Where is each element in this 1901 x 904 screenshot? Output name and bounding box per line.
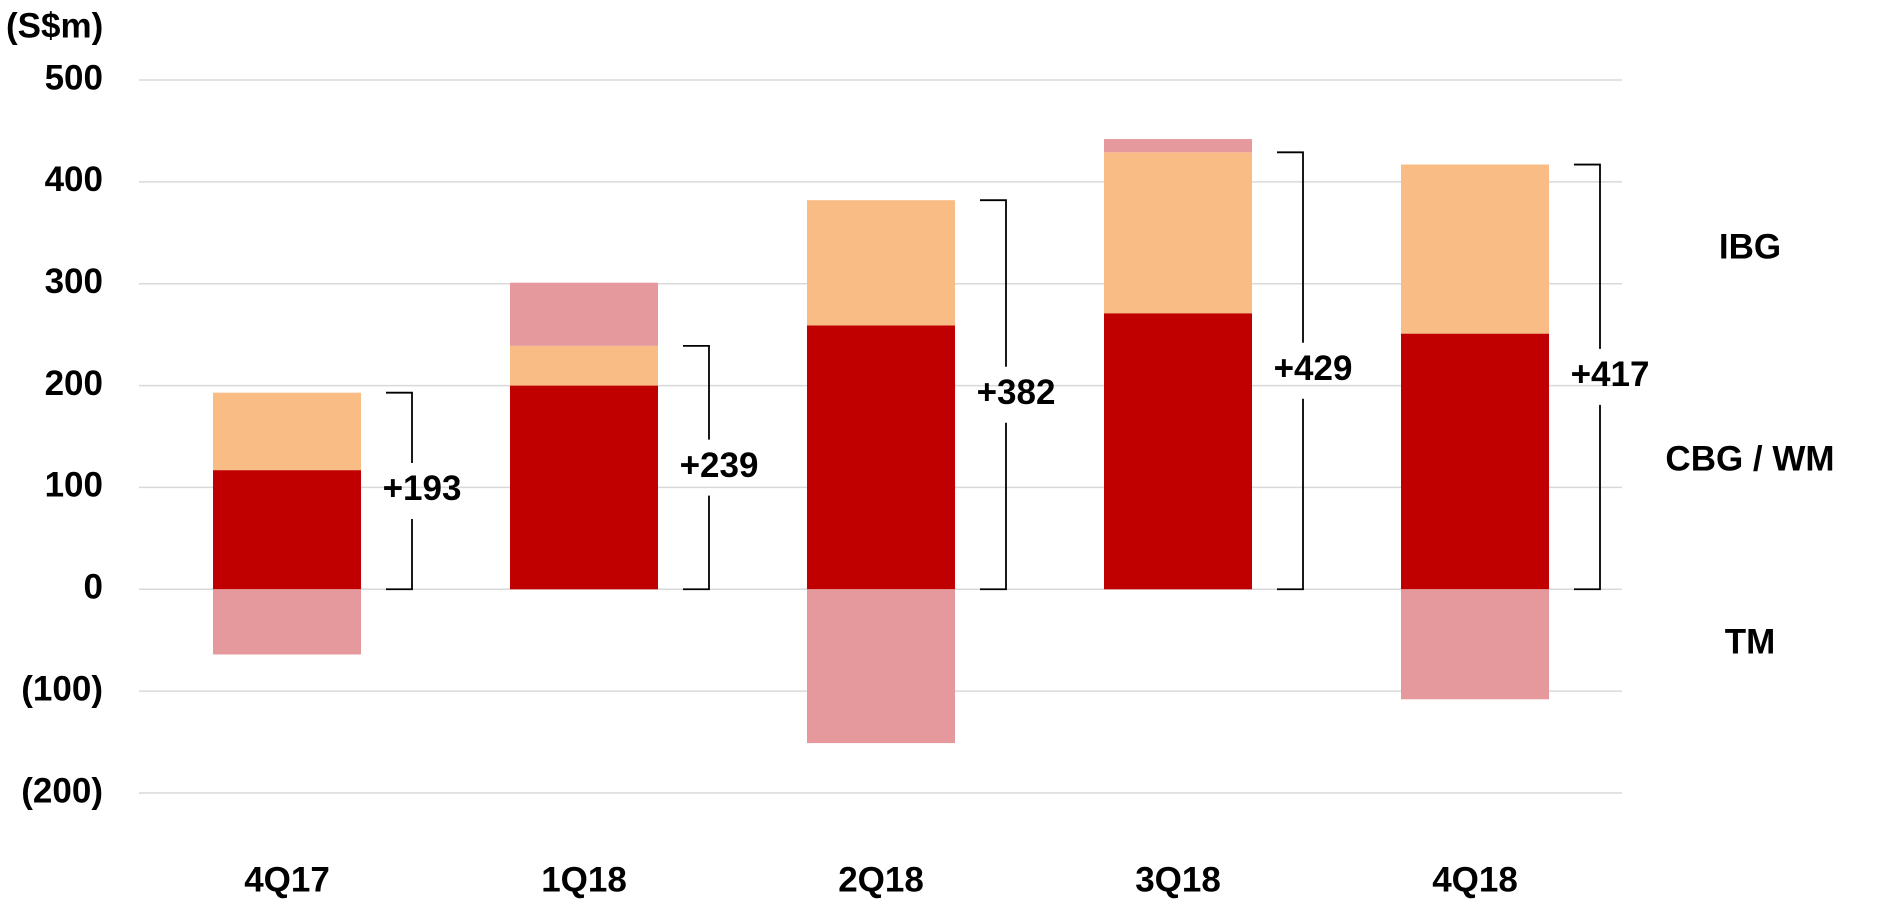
bar-segment xyxy=(1401,164,1549,334)
y-tick-label: 200 xyxy=(45,364,103,403)
bar-segment xyxy=(807,200,955,326)
bar-segment xyxy=(807,325,955,590)
bar-segment xyxy=(1401,333,1549,590)
total-bracket xyxy=(1277,151,1304,591)
y-tick-label: 400 xyxy=(45,160,103,199)
total-label: +382 xyxy=(977,373,1056,412)
bar-segment xyxy=(1401,589,1549,700)
bar-segment xyxy=(213,392,361,471)
x-tick-label: 2Q18 xyxy=(838,860,924,899)
bar-segment xyxy=(510,385,658,590)
total-bracket xyxy=(386,391,413,591)
x-tick-label: 3Q18 xyxy=(1135,860,1221,899)
bar-segment xyxy=(1104,313,1252,590)
x-tick-label: 4Q17 xyxy=(244,860,330,899)
y-tick-label: (200) xyxy=(21,771,103,810)
y-axis-label: (S$m) xyxy=(6,6,103,45)
total-bracket xyxy=(980,199,1007,591)
y-tick-label: 100 xyxy=(45,466,103,505)
x-tick-label: 1Q18 xyxy=(541,860,627,899)
bar-segment xyxy=(213,589,361,655)
bar-segment xyxy=(213,470,361,590)
y-tick-label: 0 xyxy=(84,568,103,607)
y-tick-label: 500 xyxy=(45,58,103,97)
y-tick-label: 300 xyxy=(45,262,103,301)
bar-segment xyxy=(1104,139,1252,153)
bar-segment xyxy=(807,589,955,744)
bar-segment xyxy=(1104,152,1252,314)
total-label: +193 xyxy=(383,469,462,508)
x-tick-label: 4Q18 xyxy=(1432,860,1518,899)
total-label: +429 xyxy=(1274,349,1353,388)
total-bracket xyxy=(683,344,710,591)
legend-label: TM xyxy=(1725,623,1776,662)
total-label: +417 xyxy=(1571,355,1650,394)
legend-label: IBG xyxy=(1719,227,1781,266)
y-tick-label: (100) xyxy=(21,669,103,708)
bar-segment xyxy=(510,282,658,346)
total-bracket xyxy=(1574,163,1601,591)
legend-label: CBG / WM xyxy=(1665,440,1834,479)
bar-segment xyxy=(510,345,658,386)
total-label: +239 xyxy=(680,446,759,485)
